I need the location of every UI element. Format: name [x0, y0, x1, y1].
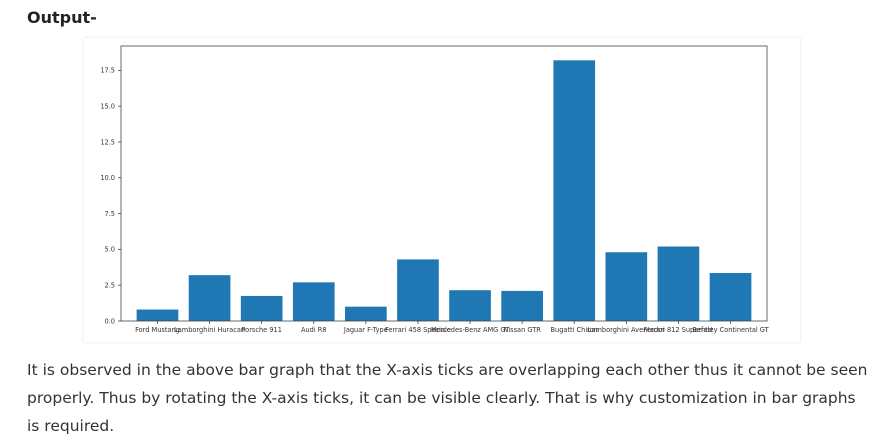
- y-tick-label: 7.5: [105, 210, 116, 218]
- bar: [188, 275, 231, 321]
- bar: [709, 273, 752, 321]
- x-tick-label: Nissan GTR: [503, 326, 541, 334]
- bar: [240, 295, 283, 321]
- x-tick-label: Bentley Continental GT: [692, 326, 769, 334]
- bar: [605, 252, 648, 321]
- x-tick-label: Lamborghini Huracan: [174, 326, 245, 334]
- bar: [657, 246, 700, 321]
- bar: [136, 309, 179, 321]
- x-tick-label: Lamborghini Aventador: [588, 326, 665, 334]
- bar: [553, 60, 596, 322]
- bar: [292, 282, 335, 321]
- y-tick-label: 17.5: [100, 67, 115, 75]
- bar-chart: 0.0 2.5 5.0 7.5 10.0 12.5 15.0 17.5 Ford Mustan…: [100, 45, 770, 334]
- bar: [397, 259, 439, 321]
- plot-frame: [120, 45, 768, 322]
- x-tick-label: Porsche 911: [241, 326, 281, 334]
- output-heading: Output-: [27, 8, 97, 27]
- explanation-paragraph: It is observed in the above bar graph th…: [27, 361, 868, 435]
- x-tick-label: Bugatti Chiron: [551, 326, 598, 334]
- x-tick-label: Jaguar F-Type: [343, 326, 388, 334]
- x-tick-label: Ferrari 458 Speciale: [385, 326, 451, 334]
- bar-chart-figure: 0.0 2.5 5.0 7.5 10.0 12.5 15.0 17.5 Ford Mustan…: [84, 38, 800, 342]
- y-tick-label: 15.0: [100, 102, 115, 110]
- y-tick-label: 12.5: [100, 138, 115, 146]
- y-tick-label: 0.0: [105, 317, 116, 325]
- x-tick-label: Mercedes-Benz AMG GT: [431, 326, 510, 334]
- y-tick-label: 2.5: [105, 281, 116, 289]
- bar: [449, 290, 491, 321]
- y-tick-label: 5.0: [105, 246, 116, 254]
- bar: [345, 306, 387, 321]
- y-tick-label: 10.0: [100, 174, 115, 182]
- x-tick-label: Ford Mustang: [135, 326, 180, 334]
- x-tick-label: Audi R8: [301, 326, 327, 334]
- bar: [501, 290, 543, 321]
- x-tick-label: Ferrari 812 Superfast: [644, 326, 714, 334]
